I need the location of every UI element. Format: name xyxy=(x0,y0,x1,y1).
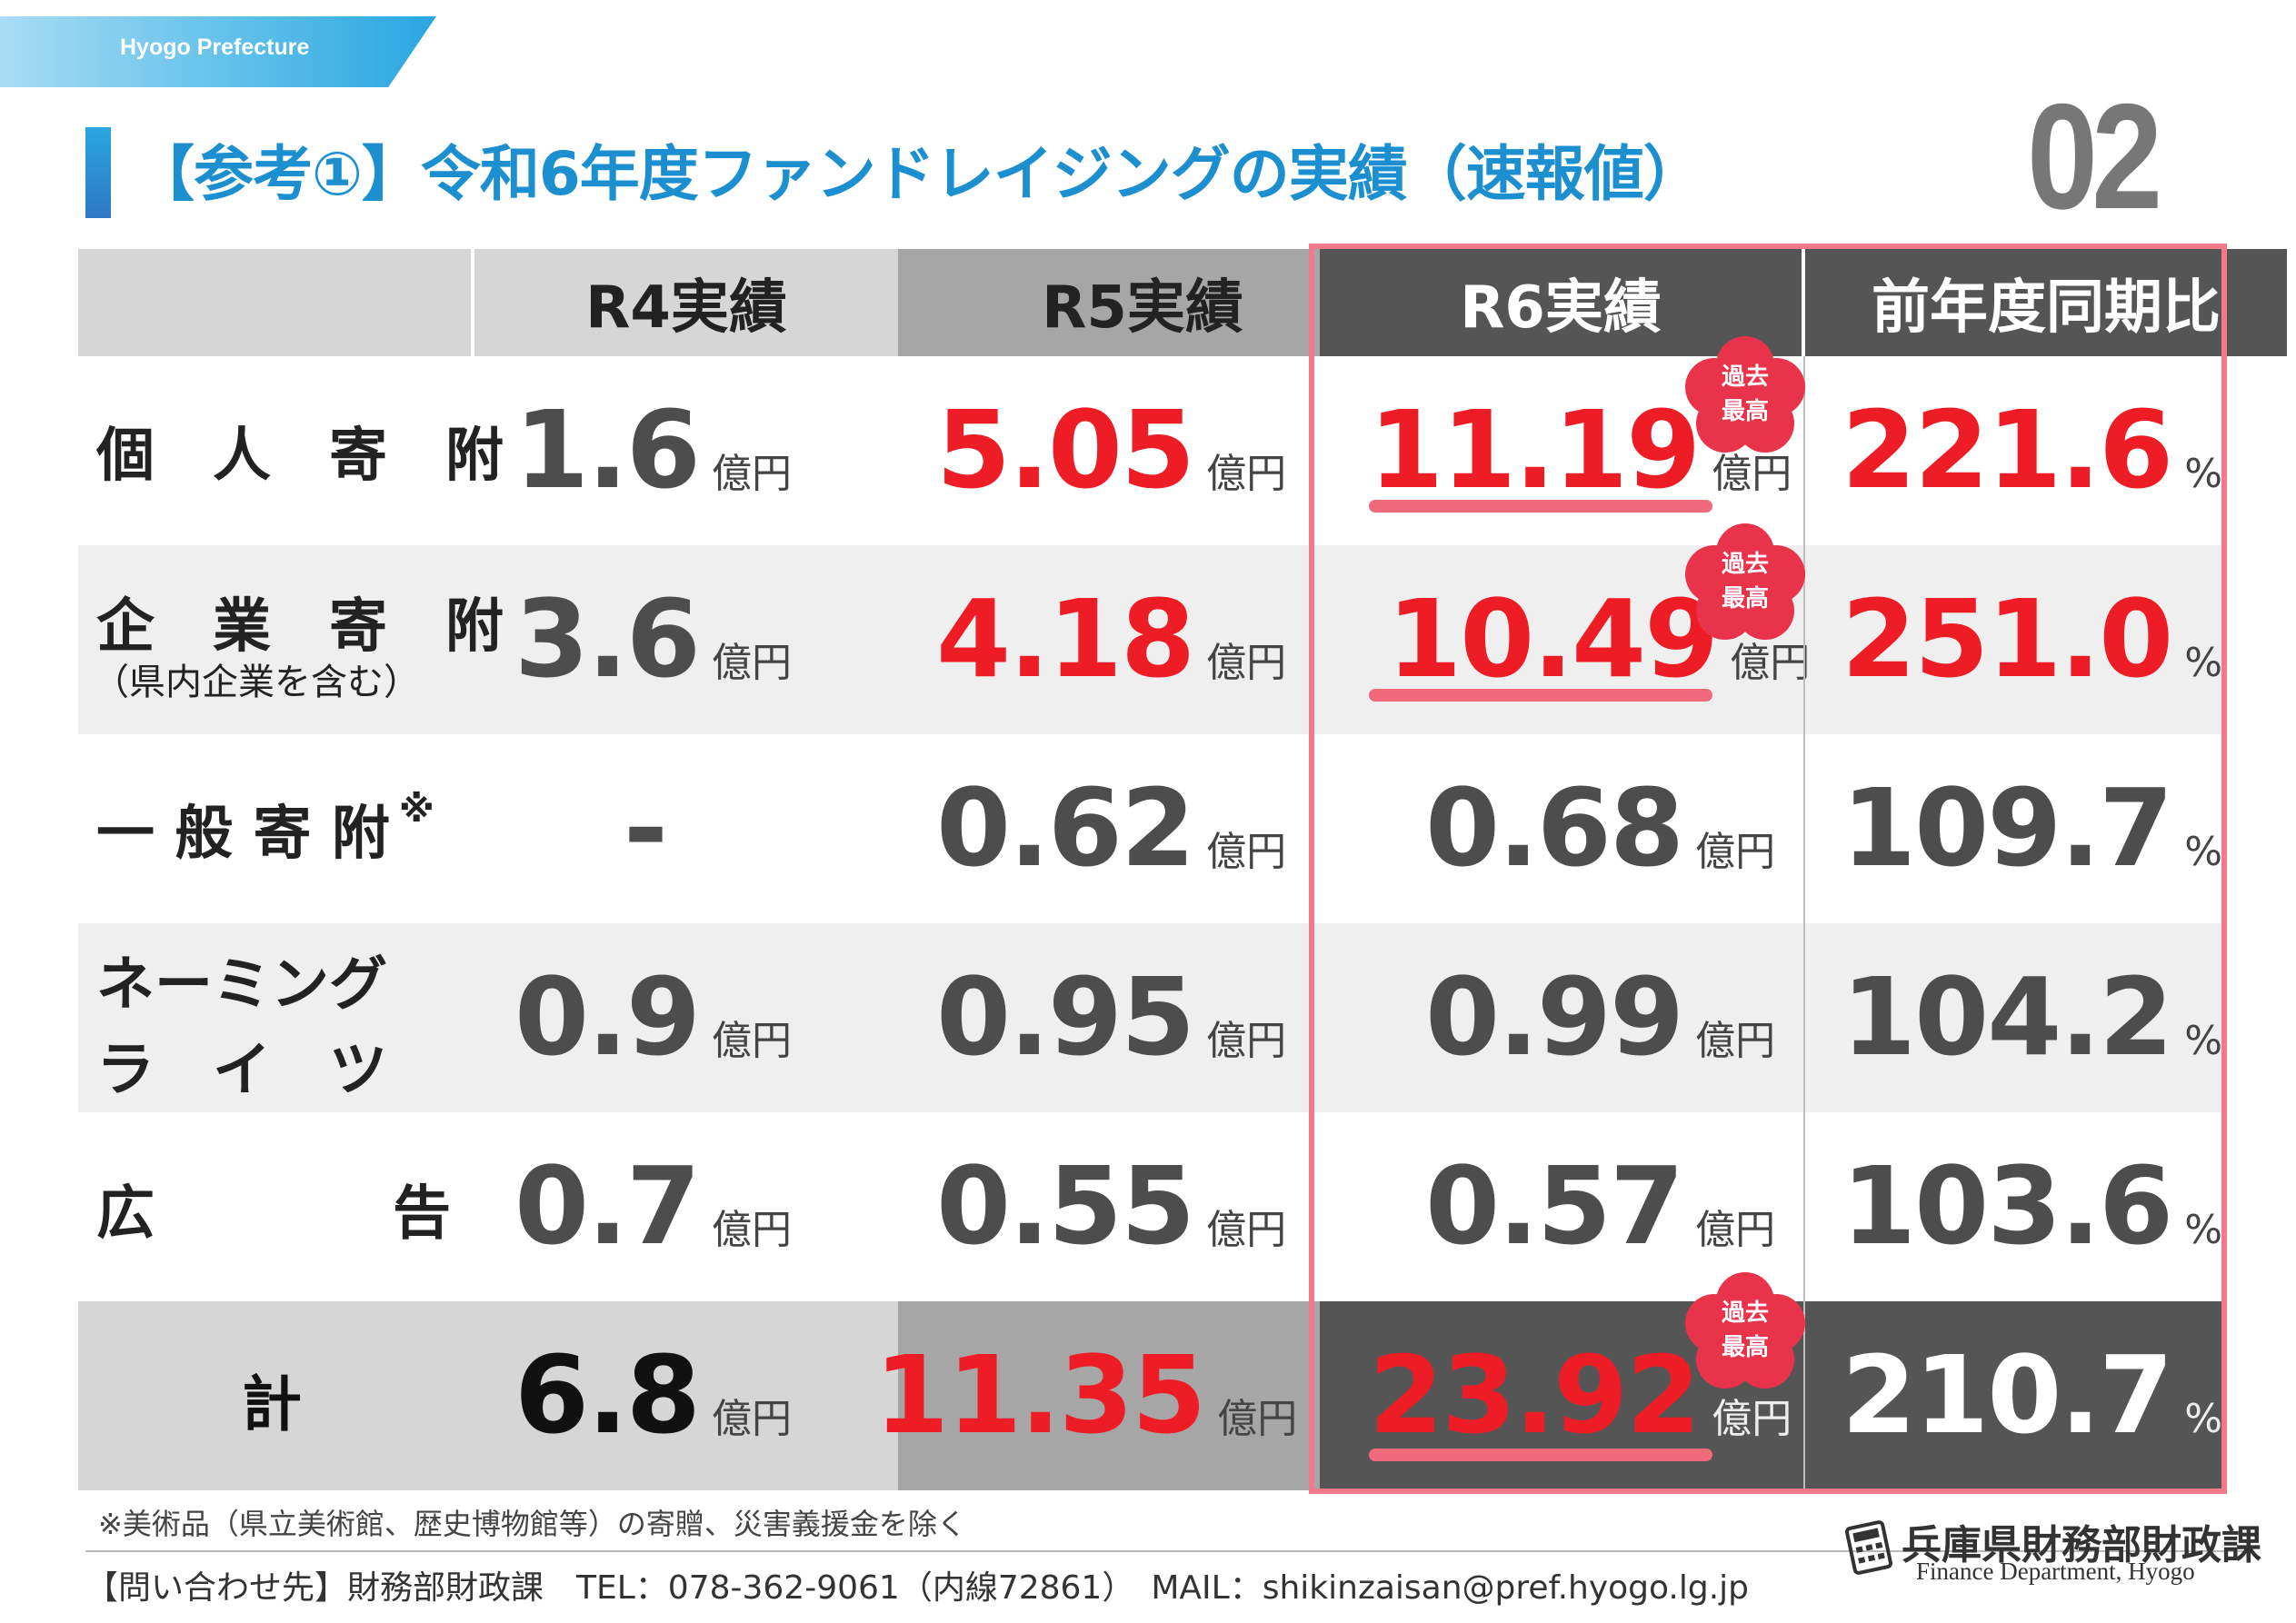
r4-value: - xyxy=(624,765,668,891)
r6-total: 23.92 億円 xyxy=(1369,1332,1792,1458)
row-label: ネーミング xyxy=(96,951,387,1019)
r4-value: 0.9 億円 xyxy=(514,954,793,1080)
r4-value: 1.6 億円 xyxy=(514,387,793,513)
column-divider xyxy=(1803,356,1805,1490)
sakura-icon xyxy=(1685,523,1805,640)
table-row-general: 一 般 寄 附 ※ - 0.62 億円 0.68 億円 109.7% xyxy=(78,734,2227,923)
sakura-icon xyxy=(1685,1272,1805,1389)
row-sublabel: （県内企業を含む） xyxy=(93,662,420,703)
header-r5: R5実績 xyxy=(898,249,1387,356)
r6-corporate-underline xyxy=(1369,689,1712,702)
page-title: 【参考①】令和6年度ファンドレイジングの実績（速報値） xyxy=(135,139,1703,209)
table-row-advertising: 広 告 0.7 億円 0.55 億円 0.57 億円 103.6% xyxy=(78,1112,2227,1301)
ratio-value: 104.2% xyxy=(1842,954,2223,1080)
ratio-value: 251.0% xyxy=(1842,576,2223,702)
header-ratio: 前年度同期比 xyxy=(1805,249,2287,356)
table-row-individual: 個 人 寄 附 1.6 億円 5.05 億円 11.19 億円 221.6% xyxy=(78,356,2227,545)
ratio-total: 210.7% xyxy=(1842,1332,2223,1458)
r4-total: 6.8 億円 xyxy=(514,1332,793,1458)
row-label: 企 業 寄 附 xyxy=(96,593,504,661)
ratio-value: 109.7% xyxy=(1842,765,2223,891)
row-label: 計 xyxy=(242,1369,302,1439)
footnote: ※美術品（県立美術館、歴史博物館等）の寄贈、災害義援金を除く xyxy=(98,1507,966,1541)
logo-text-en: Finance Department, Hyogo xyxy=(1916,1558,2195,1585)
table-row-corporate: 企 業 寄 附 （県内企業を含む） 3.6 億円 4.18 億円 10.49 億円 2… xyxy=(78,545,2227,734)
row-label-line2: ラ イ ツ xyxy=(96,1037,387,1104)
r5-value: 5.05 億円 xyxy=(936,387,1287,513)
r6-value: 10.49 億円 xyxy=(1387,576,1811,702)
record-high-badge: 過去 最高 xyxy=(1682,1269,1809,1396)
total-bg-left xyxy=(78,1301,898,1490)
hyogo-banner: Hyogo Prefecture xyxy=(0,16,436,87)
r6-value: 11.19 億円 xyxy=(1369,387,1792,513)
header-r6: R6実績 xyxy=(1320,249,1802,356)
r5-value: 4.18 億円 xyxy=(936,576,1287,702)
row-label: 個 人 寄 附 xyxy=(96,423,504,490)
note-mark: ※ xyxy=(398,789,434,831)
r5-value: 0.95 億円 xyxy=(936,954,1287,1080)
r6-value: 0.68 億円 xyxy=(1425,765,1776,891)
fundraising-table: R4実績 R5実績 R6実績 前年度同期比 個 人 寄 附 1.6 億円 5.05… xyxy=(78,249,2287,1490)
header-empty-cell xyxy=(78,249,471,356)
r6-value: 0.99 億円 xyxy=(1425,954,1776,1080)
ratio-value: 221.6% xyxy=(1842,387,2223,513)
header-r4: R4実績 xyxy=(474,249,898,356)
title-accent-bar xyxy=(85,127,111,218)
table-row-naming-rights: ネーミング ラ イ ツ 0.9 億円 0.95 億円 0.99 億円 104.2% xyxy=(78,923,2227,1112)
contact-info: 【問い合わせ先】財務部財政課 TEL：078-362-9061（内線72861）… xyxy=(85,1569,1750,1607)
r4-value: 0.7 億円 xyxy=(514,1143,793,1269)
r5-value: 0.62 億円 xyxy=(936,765,1287,891)
r6-value: 0.57 億円 xyxy=(1425,1143,1776,1269)
row-label: 広 xyxy=(96,1180,155,1248)
r6-individual-underline xyxy=(1369,500,1712,513)
record-high-badge: 過去 最高 xyxy=(1682,333,1809,460)
r5-value: 0.55 億円 xyxy=(936,1143,1287,1269)
calculator-logo-icon xyxy=(1845,1520,1893,1575)
sakura-icon xyxy=(1685,336,1805,453)
r6-highlight-frame xyxy=(1309,244,2227,1494)
total-bg-r5 xyxy=(898,1301,1387,1490)
record-high-badge: 過去 最高 xyxy=(1682,520,1809,647)
r4-value: 3.6 億円 xyxy=(514,576,793,702)
r5-total: 11.35 億円 xyxy=(874,1332,1298,1458)
banner-label: Hyogo Prefecture xyxy=(120,35,310,60)
row-label-right: 告 xyxy=(393,1180,451,1248)
footer-divider xyxy=(85,1550,2243,1552)
page-number: 02 xyxy=(2027,73,2162,240)
ratio-value: 103.6% xyxy=(1842,1143,2223,1269)
logo-text-jp: 兵庫県財務部財政課 xyxy=(1902,1522,2261,1568)
r6-total-underline xyxy=(1369,1449,1712,1461)
row-label: 一 般 寄 附 ※ xyxy=(96,789,434,868)
